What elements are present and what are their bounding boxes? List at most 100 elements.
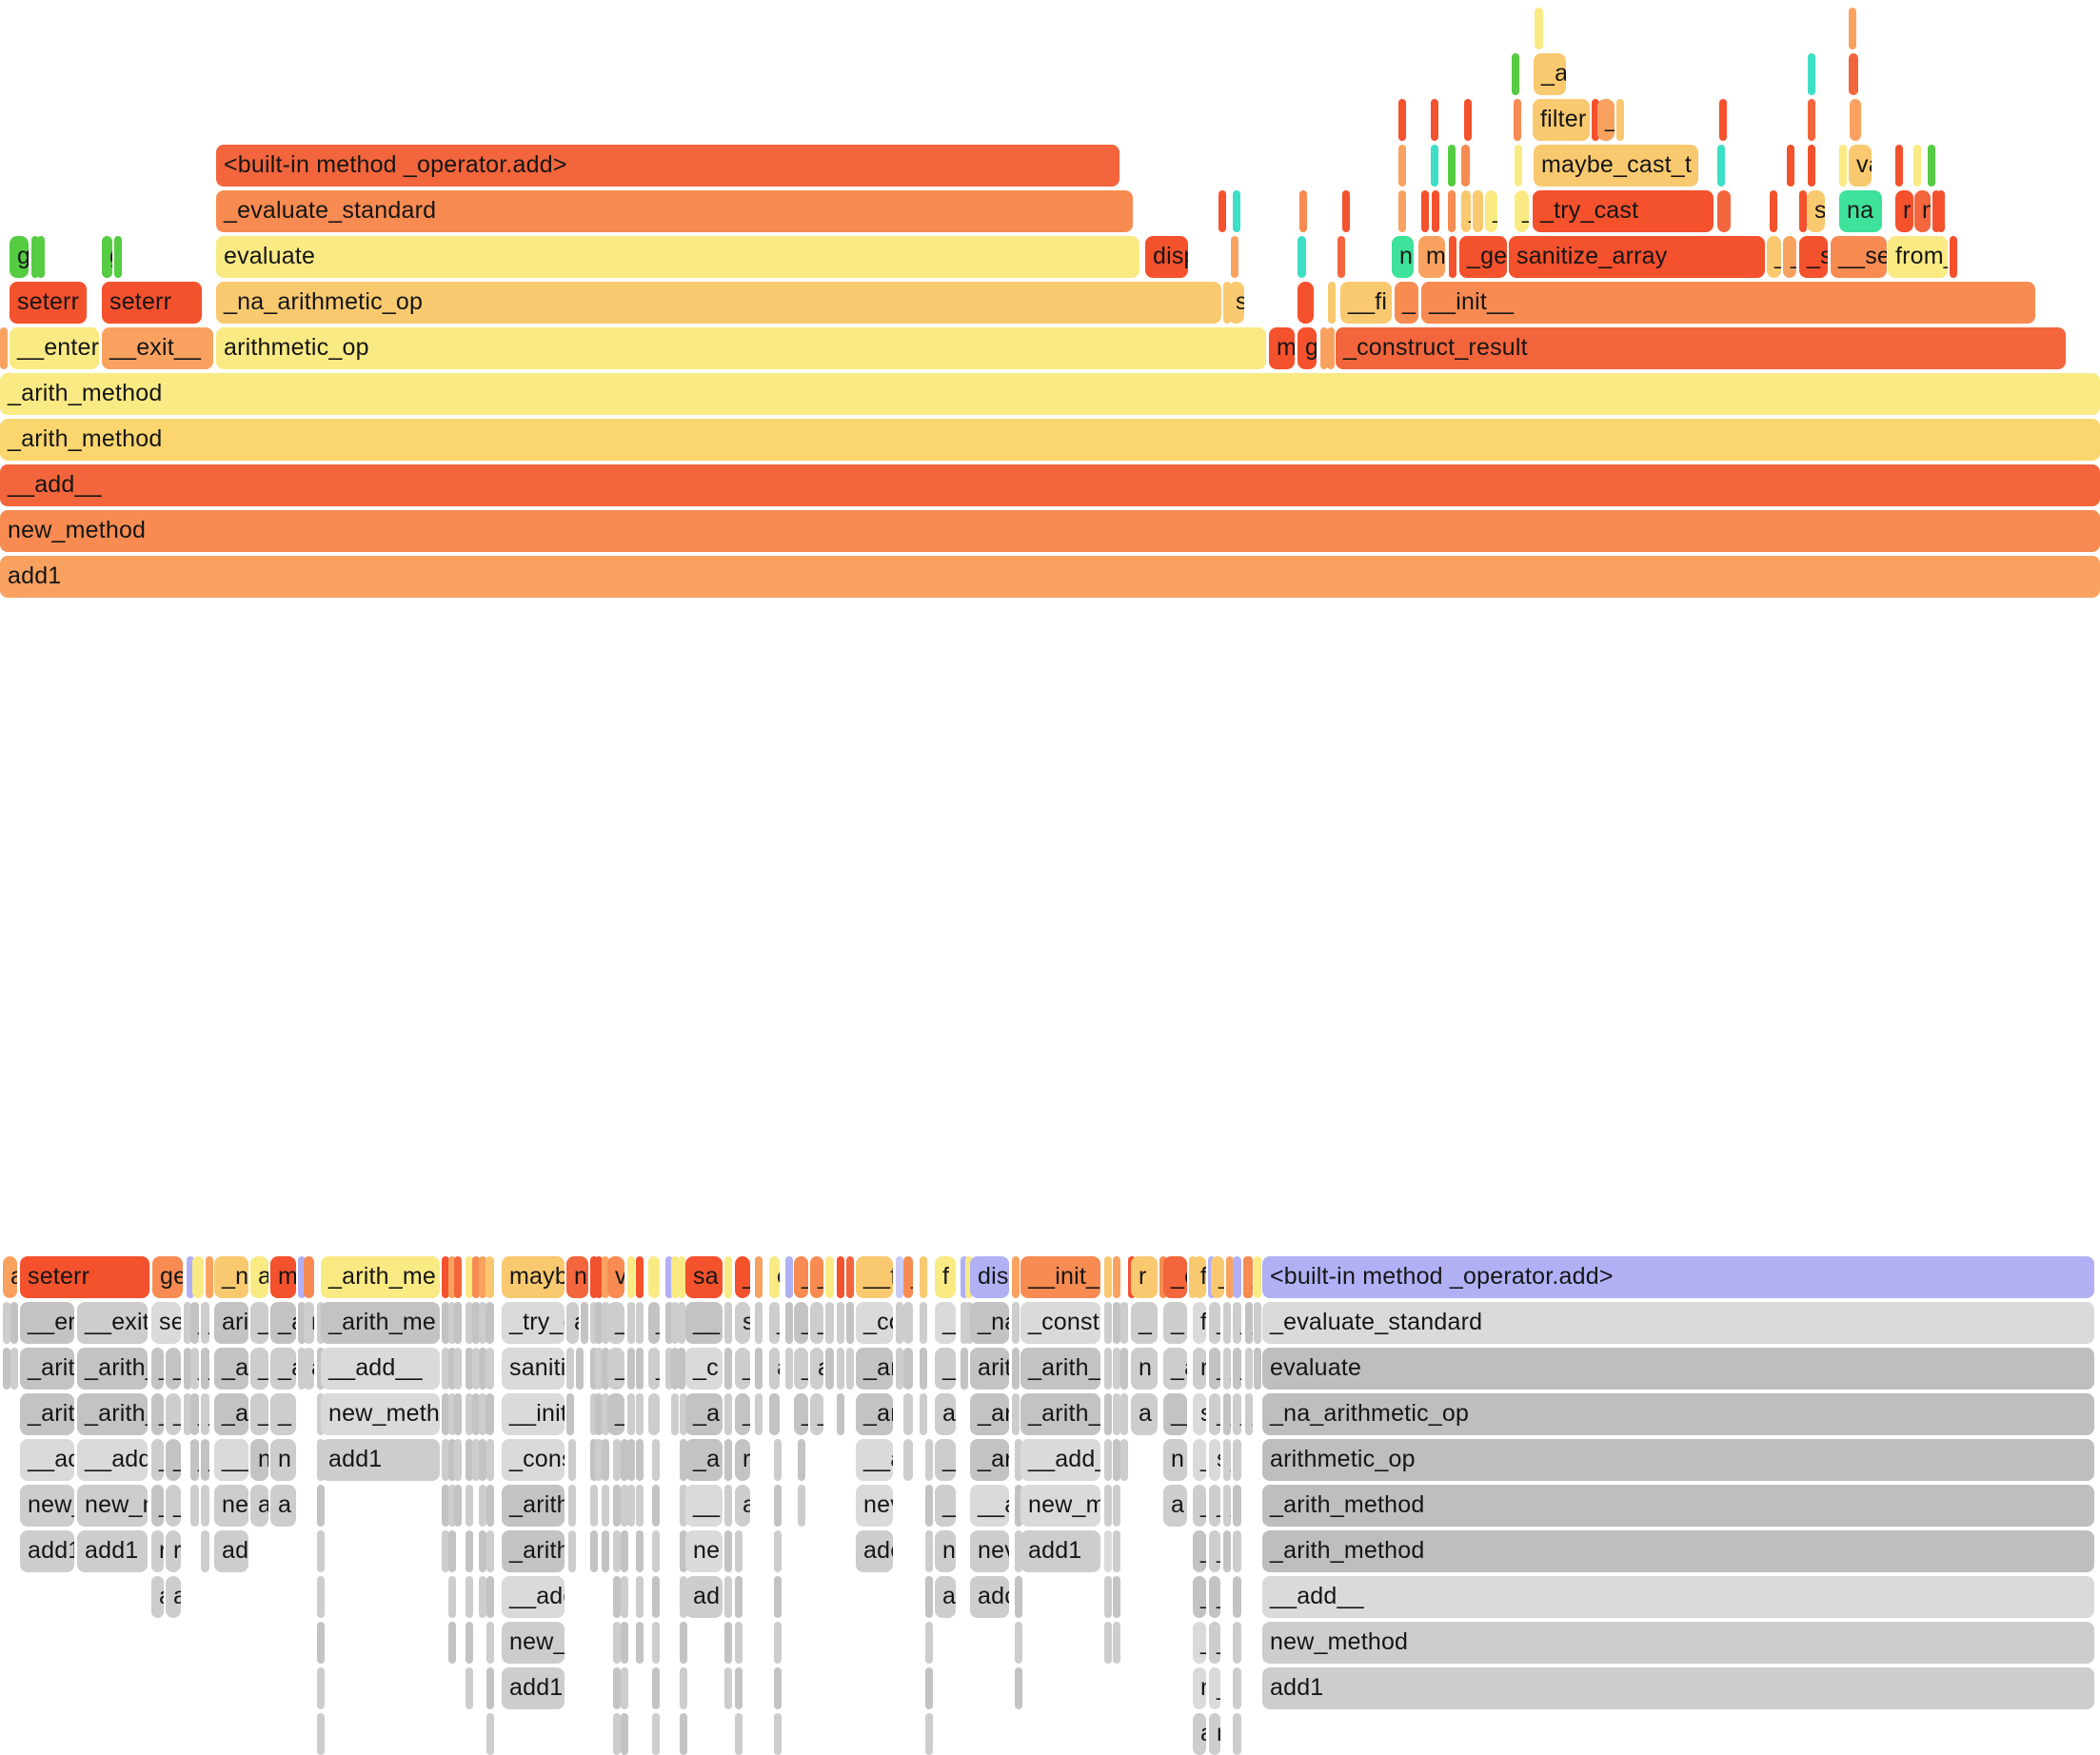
caller-ad[interactable]: ad [214,1530,248,1572]
caller-sliver[interactable] [454,1393,462,1435]
caller-a[interactable]: _a [1163,1348,1187,1390]
frame-sliver[interactable] [1337,236,1345,278]
caller-sliver[interactable] [724,1530,732,1572]
frame-r[interactable]: r [1895,190,1913,232]
caller-new-m[interactable]: new_m [1020,1485,1100,1527]
caller-sliver[interactable] [652,1485,660,1527]
caller-a[interactable]: a [270,1485,296,1527]
frame-g[interactable]: g [10,236,29,278]
caller-sliver[interactable] [486,1713,494,1755]
caller-sliver[interactable] [896,1302,903,1344]
caller-add[interactable]: __add__ [1262,1576,2094,1618]
frame-from[interactable]: from_ [1888,236,1948,278]
frame-sliver[interactable] [1461,145,1470,187]
caller-sliver[interactable] [479,1530,486,1572]
frame-maybe-cast-t[interactable]: maybe_cast_t [1534,145,1698,187]
frame-sliver[interactable] [1398,190,1406,232]
caller-sliver[interactable]: _ [201,1302,209,1344]
caller-sliver[interactable]: _ [1209,1302,1220,1344]
frame-sliver[interactable] [1515,145,1522,187]
caller-nev[interactable]: nev [970,1530,1009,1572]
frame-sliver[interactable] [1799,190,1807,232]
caller-c[interactable]: _c [685,1348,723,1390]
caller-sliver[interactable] [1104,1439,1112,1481]
caller-sliver[interactable] [1254,1348,1261,1390]
caller-add[interactable]: __add__ [321,1348,440,1390]
caller-sliver[interactable] [825,1348,834,1390]
caller-sliver[interactable]: _ [810,1302,823,1344]
caller-sliver[interactable]: _ [794,1348,808,1390]
caller-arit[interactable]: arit [970,1348,1009,1390]
frame-sliver[interactable] [1342,190,1350,232]
frame-sliver[interactable] [1808,53,1815,95]
frame-sliver[interactable] [1808,99,1815,141]
caller-sliver[interactable] [621,1576,628,1618]
caller-n[interactable]: n [1163,1439,1187,1481]
caller-sliver[interactable]: _ [1209,1667,1220,1709]
frame-n[interactable]: n [1392,236,1414,278]
selected-leaf-sliver[interactable] [785,1256,793,1298]
caller-new-method[interactable]: new_method [1262,1622,2094,1664]
caller-sliver[interactable] [1233,1530,1241,1572]
caller-sliver[interactable] [486,1576,494,1618]
caller-sliver[interactable] [576,1348,584,1390]
caller-sliver[interactable]: _ [810,1393,823,1435]
caller-sliver[interactable] [925,1622,933,1664]
frame-s[interactable]: s [1228,282,1244,324]
leaf-sliver[interactable]: _ [1245,1256,1253,1298]
frame-sliver[interactable] [1473,190,1483,232]
caller-init[interactable]: __init [502,1393,565,1435]
caller-sliver[interactable]: _ [935,1439,956,1481]
caller-sliver[interactable] [1012,1302,1020,1344]
frame-sliver[interactable] [1431,99,1438,141]
frame-init[interactable]: __init__ [1421,282,2035,324]
caller-sliver[interactable]: _ [250,1302,268,1344]
caller-arith[interactable]: _arith_ [1020,1348,1100,1390]
frame-sliver[interactable] [1849,8,1856,49]
caller-fi[interactable]: fi [1193,1302,1206,1344]
caller-sliver[interactable] [636,1622,644,1664]
caller-sliver[interactable]: _ [190,1348,199,1390]
caller-a[interactable]: a [151,1576,164,1618]
caller-sliver[interactable] [903,1348,913,1390]
caller-sliver[interactable] [774,1439,782,1481]
frame-sliver[interactable]: _ [1461,190,1471,232]
caller-sliver[interactable] [724,1622,732,1664]
caller-a[interactable]: a [566,1302,579,1344]
frame-sliver[interactable] [1464,99,1472,141]
frame-sliver[interactable] [1932,190,1940,232]
caller-sliver[interactable] [448,1576,456,1618]
frame-a[interactable]: _a [1534,53,1566,95]
caller-arith[interactable]: _arith_ [77,1348,148,1390]
leaf-m[interactable]: m [270,1256,296,1298]
caller-sliver[interactable] [724,1667,732,1709]
caller-er[interactable]: __er [20,1302,74,1344]
caller-sliver[interactable]: _ [1209,1393,1220,1435]
selected-leaf-built-in-method-operator-add[interactable]: <built-in method _operator.add> [1262,1256,2094,1298]
leaf-sliver[interactable] [1104,1256,1112,1298]
caller-sliver[interactable]: __ [214,1439,248,1481]
leaf-sa[interactable]: sa [685,1256,723,1298]
caller-sliver[interactable]: _ [151,1348,164,1390]
caller-sliver[interactable] [636,1348,644,1390]
caller-sliver[interactable]: _ [1223,1439,1231,1481]
caller-ne[interactable]: ne [685,1530,723,1572]
caller-sliver[interactable] [678,1302,685,1344]
caller-add[interactable]: __add_ [1020,1439,1100,1481]
leaf-sliver[interactable] [454,1256,462,1298]
frame-sliver[interactable] [1616,99,1624,141]
caller-sliver[interactable] [735,1530,743,1572]
caller-sliver[interactable] [1120,1439,1128,1481]
caller-a[interactable]: __a [970,1485,1009,1527]
caller-const[interactable]: _const [1020,1302,1100,1344]
caller-sliver[interactable] [317,1622,325,1664]
caller-new[interactable]: new_ [20,1485,74,1527]
caller-sliver[interactable] [486,1622,494,1664]
caller-sliver[interactable] [454,1302,462,1344]
frame-sliver[interactable]: _ [1767,236,1781,278]
frame-seterr[interactable]: seterr [10,282,87,324]
caller-sliver[interactable]: _ [166,1485,181,1527]
frame-sliver[interactable]: _ [1597,99,1615,141]
caller-n[interactable]: n [1131,1348,1158,1390]
caller-sliver[interactable] [648,1393,660,1435]
